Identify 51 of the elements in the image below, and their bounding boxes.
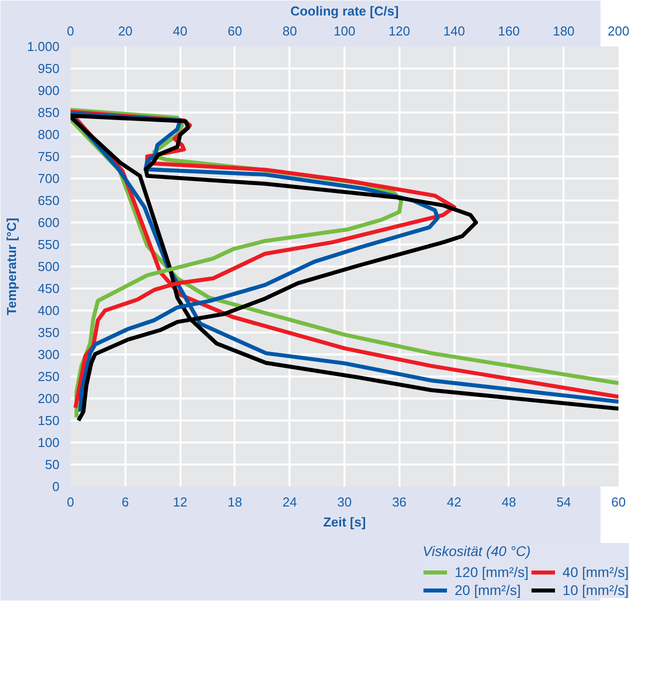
legend-label: 10 [mm²/s] xyxy=(562,582,629,598)
x2-tick-label: 100 xyxy=(334,24,356,38)
legend-label: 40 [mm²/s] xyxy=(562,564,629,580)
x-axis-title: Zeit [s] xyxy=(323,514,366,530)
x2-tick-label: 160 xyxy=(498,24,520,38)
y-tick-label: 750 xyxy=(38,149,60,164)
x2-tick-label: 200 xyxy=(608,24,630,38)
y-axis-title: Temperatur [°C] xyxy=(4,218,19,316)
y-tick-label: 300 xyxy=(38,347,60,362)
x-tick-label: 0 xyxy=(66,494,74,510)
y-tick-label: 450 xyxy=(38,281,60,296)
y-tick-label: 650 xyxy=(38,193,60,208)
x2-axis-title: Cooling rate [C/s] xyxy=(290,4,399,18)
x-tick-label: 60 xyxy=(611,494,626,510)
x2-tick-label: 120 xyxy=(388,24,410,38)
y-tick-label: 150 xyxy=(38,413,60,428)
x2-tick-label: 180 xyxy=(552,24,575,38)
y-tick-label: 850 xyxy=(38,105,60,120)
y-tick-label: 50 xyxy=(45,457,60,472)
y-tick-label: 550 xyxy=(38,237,60,252)
x-tick-label: 42 xyxy=(446,494,462,510)
x2-tick-label: 0 xyxy=(66,24,74,38)
y-tick-label: 900 xyxy=(38,83,60,98)
x2-tick-label: 140 xyxy=(443,24,465,38)
x2-tick-label: 40 xyxy=(172,24,188,38)
x-tick-label: 12 xyxy=(172,494,188,510)
y-tick-label: 0 xyxy=(52,479,60,494)
x2-tick-label: 20 xyxy=(118,24,133,38)
x-tick-label: 48 xyxy=(502,494,516,510)
x-tick-label: 18 xyxy=(228,494,242,510)
x-tick-label: 6 xyxy=(122,494,129,510)
y-tick-label: 600 xyxy=(38,215,60,230)
y-tick-label: 100 xyxy=(38,435,60,450)
x-tick-label: 54 xyxy=(556,494,571,510)
x-tick-label: 24 xyxy=(282,494,297,510)
y-tick-label: 400 xyxy=(38,303,60,318)
y-tick-label: 500 xyxy=(38,259,60,274)
y-tick-label: 200 xyxy=(38,391,60,406)
y-tick-label: 1.000 xyxy=(26,39,60,54)
legend-label: 20 [mm²/s] xyxy=(454,582,521,598)
x2-tick-label: 60 xyxy=(228,24,242,38)
y-tick-label: 800 xyxy=(38,127,60,142)
x-tick-label: 30 xyxy=(337,494,352,510)
x2-tick-label: 80 xyxy=(282,24,297,38)
legend-title: Viskosität (40 °C) xyxy=(422,542,532,558)
y-tick-label: 950 xyxy=(38,61,60,76)
y-tick-label: 350 xyxy=(38,325,60,340)
legend-label: 120 [mm²/s] xyxy=(454,564,529,580)
x-tick-label: 36 xyxy=(392,494,407,510)
y-tick-label: 250 xyxy=(38,369,60,384)
y-tick-label: 700 xyxy=(38,171,60,186)
